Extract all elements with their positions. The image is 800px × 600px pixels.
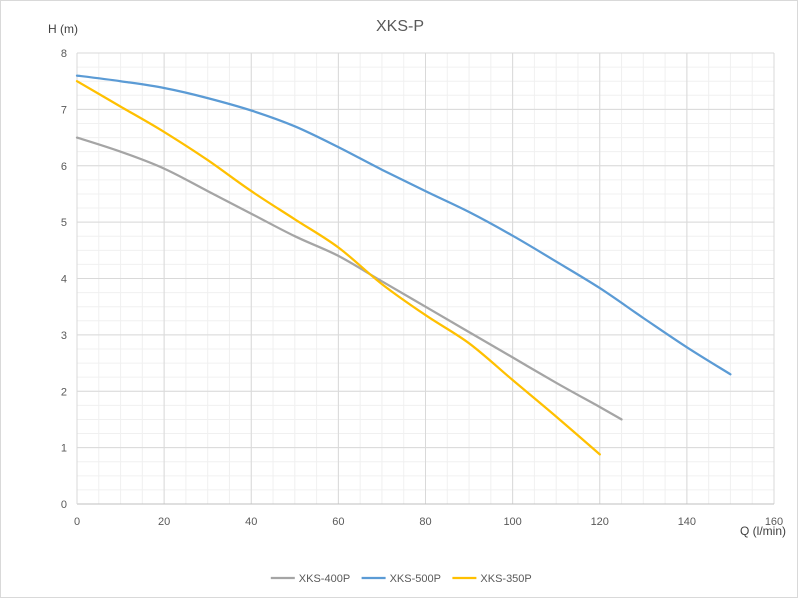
legend-label: XKS-350P [480, 573, 531, 585]
y-tick-label: 1 [61, 443, 67, 455]
y-tick-label: 4 [61, 274, 67, 286]
x-tick-label: 0 [74, 516, 80, 528]
major-gridlines [76, 52, 775, 505]
legend-item-xks-350p: XKS-350P [452, 573, 532, 585]
series-line-xks-350p [75, 80, 601, 456]
legend: XKS-400P XKS-500P XKS-350P [270, 573, 532, 585]
x-tick-label: 60 [332, 516, 344, 528]
y-axis-title: H (m) [48, 22, 78, 36]
x-tick-label: 140 [678, 516, 696, 528]
x-tick-label: 20 [158, 516, 170, 528]
y-tick-label: 6 [61, 161, 67, 173]
series-line-xks-400p [75, 136, 623, 421]
y-tick-label: 0 [61, 499, 67, 511]
legend-item-xks-400p: XKS-400P [270, 573, 350, 585]
y-tick-label: 7 [61, 104, 67, 116]
series-lines [75, 74, 732, 456]
chart-title: XKS-P [376, 18, 424, 35]
y-tick-label: 5 [61, 217, 67, 229]
x-tick-label: 40 [245, 516, 257, 528]
x-tick-label: 120 [591, 516, 609, 528]
x-tick-label: 80 [419, 516, 431, 528]
tick-labels: 0 20 40 60 80 100 120 140 160 0 1 2 3 4 5 6 7 8 [61, 48, 783, 528]
x-tick-label: 160 [765, 516, 783, 528]
x-axis-title: Q (l/min) [740, 524, 786, 538]
legend-label: XKS-400P [299, 573, 350, 585]
legend-item-xks-500p: XKS-500P [361, 573, 441, 585]
legend-label: XKS-500P [390, 573, 441, 585]
y-tick-label: 2 [61, 386, 67, 398]
x-tick-label: 100 [503, 516, 521, 528]
y-tick-label: 3 [61, 330, 67, 342]
y-tick-label: 8 [61, 48, 67, 60]
series-line-xks-500p [75, 74, 732, 376]
